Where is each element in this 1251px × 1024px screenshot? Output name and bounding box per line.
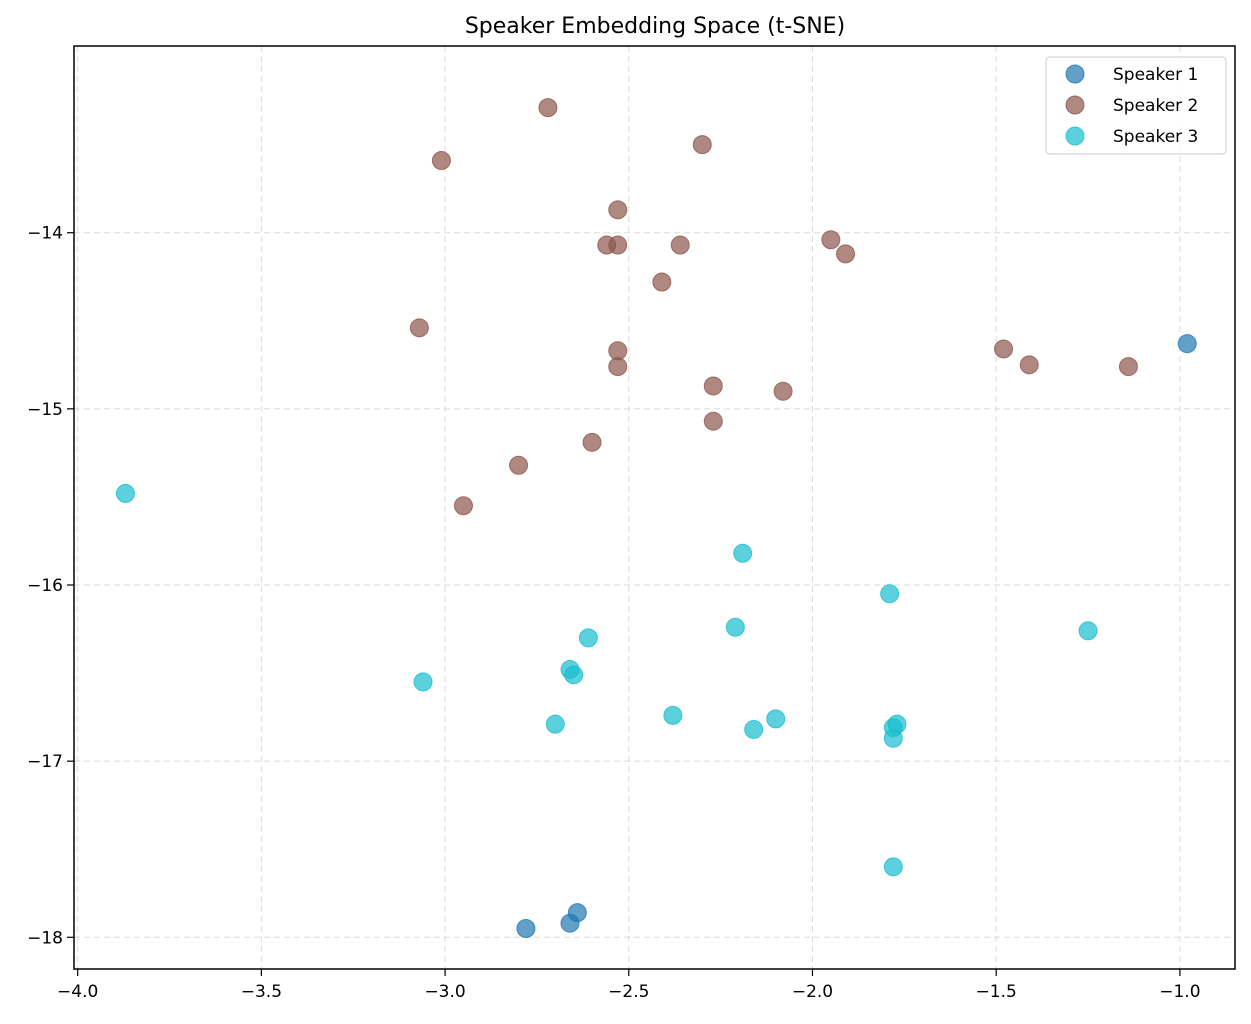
- y-tick-label: −18: [27, 928, 63, 948]
- speaker-2-point: [703, 376, 723, 396]
- chart-title: Speaker Embedding Space (t-SNE): [465, 14, 845, 39]
- speaker-3-point: [883, 857, 903, 877]
- speaker-2-point: [652, 272, 672, 292]
- speaker-1-point: [516, 918, 536, 938]
- legend: Speaker 1 Speaker 2 Speaker 3: [1045, 56, 1227, 155]
- speaker-3-point: [766, 709, 786, 729]
- speaker-2-point: [703, 411, 723, 431]
- speaker-3-point: [545, 714, 565, 734]
- legend-label: Speaker 3: [1113, 127, 1198, 147]
- speaker-2-point: [670, 235, 690, 255]
- speaker-1-point: [567, 903, 587, 923]
- x-tick-label: −2.0: [792, 982, 833, 1002]
- y-tick-label: −16: [27, 576, 63, 596]
- speaker-3-point: [413, 672, 433, 692]
- speaker-3-point: [578, 628, 598, 648]
- x-tick-label: −1.0: [1159, 982, 1200, 1002]
- legend-label: Speaker 1: [1113, 65, 1198, 85]
- speaker-3-point: [1078, 621, 1098, 641]
- x-tick-label: −4.0: [57, 982, 98, 1002]
- speaker-2-point: [538, 98, 558, 118]
- speaker-2-point: [773, 381, 793, 401]
- speaker-2-point: [1019, 355, 1039, 375]
- legend-label: Speaker 2: [1113, 96, 1198, 116]
- speaker-2-point: [821, 230, 841, 250]
- speaker-2-point: [1118, 357, 1138, 377]
- speaker-2-point: [409, 318, 429, 338]
- speaker-2-point: [509, 455, 529, 475]
- y-tick-label: −15: [27, 400, 63, 420]
- speaker-2-point: [608, 235, 628, 255]
- x-tick-label: −3.5: [241, 982, 282, 1002]
- x-tick-label: −3.0: [424, 982, 465, 1002]
- speaker-2-point: [431, 150, 451, 170]
- speaker-3-point: [733, 543, 753, 563]
- plot-frame: [73, 45, 1236, 970]
- x-tick-label: −1.5: [976, 982, 1017, 1002]
- legend-marker: [1065, 95, 1085, 115]
- speaker-3-point: [564, 665, 584, 685]
- speaker-3-point: [880, 584, 900, 604]
- speaker-3-point: [115, 483, 135, 503]
- x-tick-label: −2.5: [608, 982, 649, 1002]
- speaker-2-point: [608, 200, 628, 220]
- speaker-2-point: [453, 496, 473, 516]
- speaker-2-point: [608, 357, 628, 377]
- speaker-2-point: [836, 244, 856, 264]
- points-layer: [115, 98, 1197, 938]
- axis-layer: −4.0 −3.5 −3.0 −2.5 −2.0 −1.5 −1.0 −18 −17 −16 −15…: [27, 224, 1200, 1002]
- speaker-3-point: [883, 728, 903, 748]
- y-tick-label: −17: [27, 752, 63, 772]
- speaker-2-point: [582, 432, 602, 452]
- speaker-2-point: [608, 341, 628, 361]
- legend-box: [1045, 56, 1227, 155]
- legend-marker: [1065, 126, 1085, 146]
- y-tick-label: −14: [27, 224, 63, 244]
- speaker-1-point: [1177, 334, 1197, 354]
- legend-marker: [1065, 64, 1085, 84]
- speaker-3-point: [663, 705, 683, 725]
- speaker-3-point: [744, 719, 764, 739]
- speaker-3-point: [725, 617, 745, 637]
- speaker-2-point: [692, 135, 712, 155]
- speaker-2-point: [994, 339, 1014, 359]
- grid-layer: [74, 46, 1235, 969]
